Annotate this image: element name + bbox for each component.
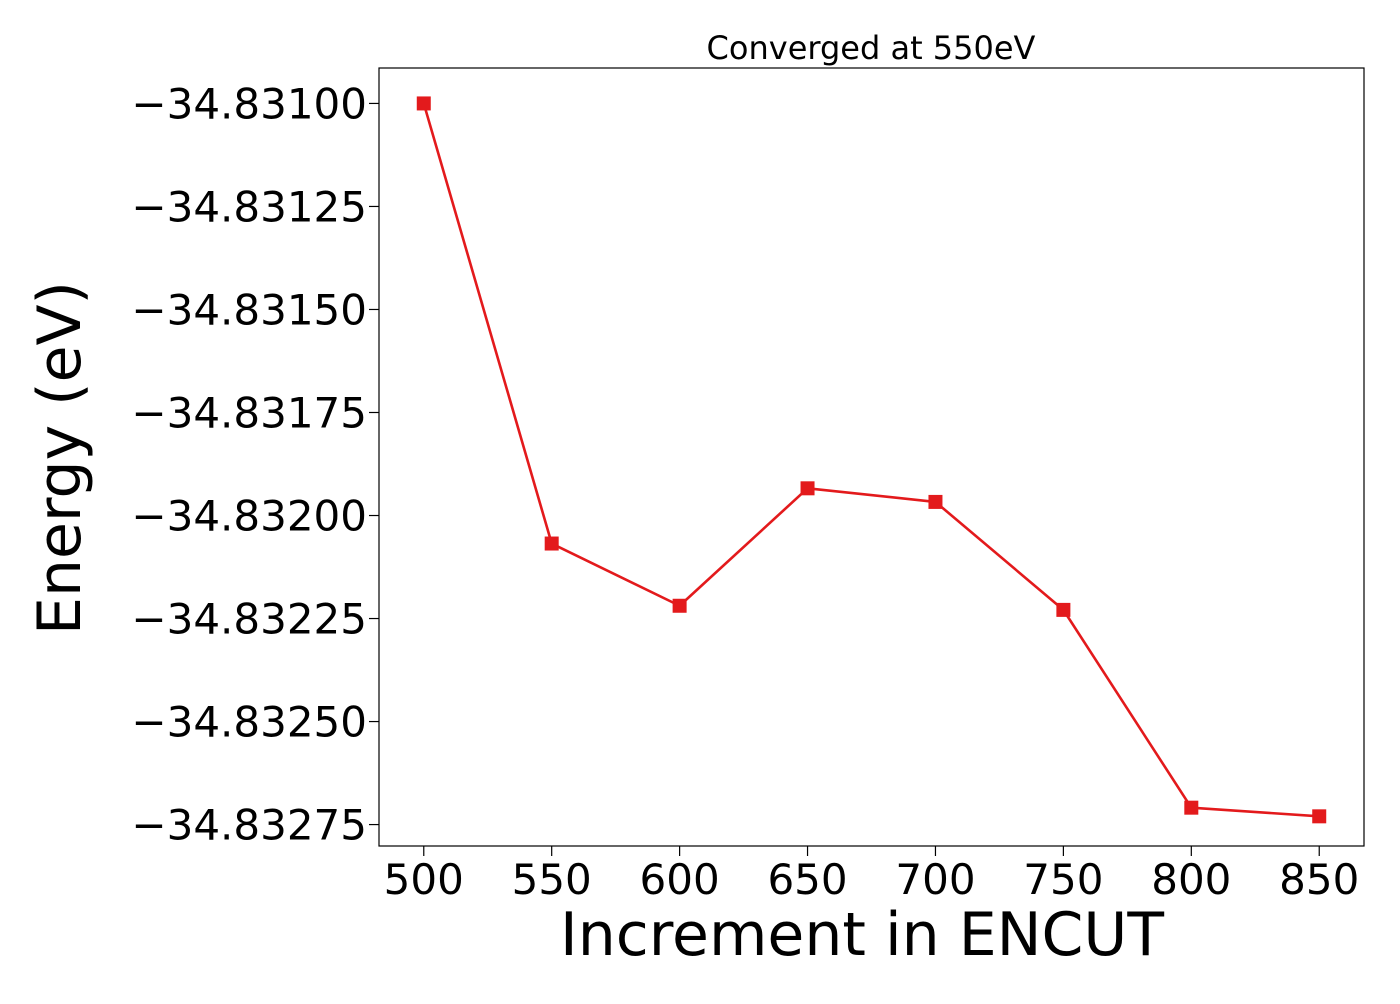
y-tick-label: −34.83275 bbox=[131, 801, 367, 850]
plot-frame bbox=[378, 67, 1365, 847]
x-tick-label: 550 bbox=[512, 855, 592, 904]
y-tick-label: −34.83150 bbox=[131, 285, 367, 334]
plot-area bbox=[378, 67, 1365, 847]
data-point bbox=[1184, 800, 1199, 815]
y-axis-label: Energy (eV) bbox=[25, 281, 95, 635]
y-tick-label: −34.83175 bbox=[131, 388, 367, 437]
chart-title: Converged at 550eV bbox=[707, 29, 1036, 67]
y-tick-label: −34.83200 bbox=[131, 492, 367, 541]
y-tick-label: −34.83250 bbox=[131, 698, 367, 747]
x-tick-label: 650 bbox=[767, 855, 847, 904]
x-tick-label: 600 bbox=[640, 855, 720, 904]
x-tick-label: 500 bbox=[384, 855, 464, 904]
x-tick-label: 800 bbox=[1151, 855, 1231, 904]
data-point bbox=[800, 481, 815, 496]
data-point bbox=[416, 96, 431, 111]
data-point bbox=[1056, 602, 1071, 617]
x-axis: 500 550 600 650 700 750 800 850 bbox=[384, 846, 1359, 904]
y-tick-label: −34.83100 bbox=[131, 79, 367, 128]
series-line bbox=[422, 103, 1320, 818]
y-axis: −34.83100 −34.83125 −34.83150 −34.83175 −34.… bbox=[131, 79, 379, 850]
x-axis-label: Increment in ENCUT bbox=[560, 900, 1164, 970]
x-tick-label: 700 bbox=[895, 855, 975, 904]
data-point bbox=[672, 598, 687, 613]
y-tick-label: −34.83225 bbox=[131, 595, 367, 644]
data-point bbox=[544, 536, 559, 551]
data-point bbox=[928, 494, 943, 509]
x-tick-label: 850 bbox=[1279, 855, 1359, 904]
y-tick-label: −34.83125 bbox=[131, 182, 367, 231]
data-point bbox=[1312, 809, 1327, 824]
x-tick-label: 750 bbox=[1023, 855, 1103, 904]
